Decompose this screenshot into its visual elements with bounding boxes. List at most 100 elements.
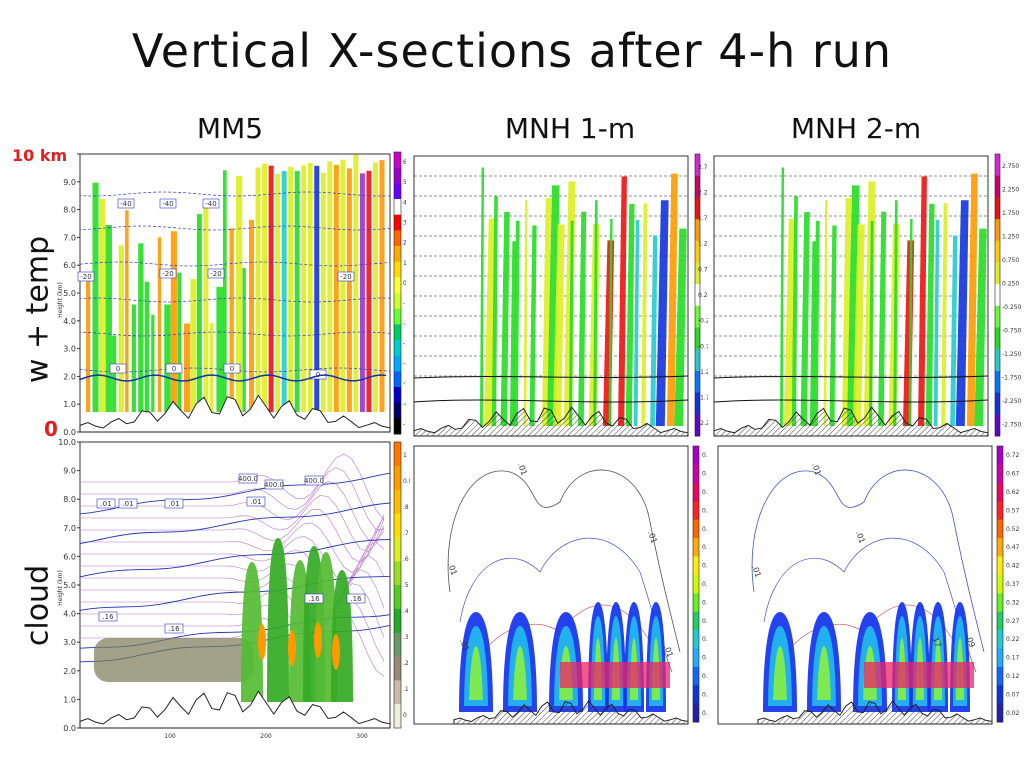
colorbar-segment (695, 240, 700, 263)
isotherm-solid-line (413, 375, 689, 379)
colorbar-segment (995, 175, 1000, 198)
colorbar-segment (695, 154, 700, 177)
colorbar-tick-label: 0.27 (702, 618, 708, 625)
colorbar-segment (695, 414, 700, 437)
w-contour-strip (307, 162, 313, 412)
colorbar-segment (997, 482, 1003, 502)
w-contour-strip (868, 220, 874, 426)
colorbar-tick-label: 0.07 (702, 691, 708, 698)
w-contour-strip (216, 286, 224, 412)
colorbar-segment (394, 261, 401, 278)
cloud-contour-label: .01 (810, 462, 823, 477)
colorbar-tick-label: .8 (403, 504, 409, 511)
colorbar-segment (997, 519, 1003, 539)
temp-label-box (109, 363, 127, 374)
w-contour-strip (294, 171, 300, 412)
colorbar-segment (394, 489, 401, 514)
w-contour-strip (222, 170, 227, 412)
w-contour-strip (144, 281, 150, 412)
w-contour-strip (131, 304, 136, 412)
colorbar-segment (394, 214, 401, 231)
colorbar-tick-label: -70 (403, 421, 406, 428)
w-contour-strip (196, 214, 202, 412)
cloud-core (332, 634, 340, 670)
colorbar-tick-label: 0.9 (403, 478, 410, 485)
colorbar-tick-label: 0.25 (698, 292, 708, 299)
y-tick-label: 9.0 (63, 178, 76, 187)
temp-contour-label: -40 (162, 200, 173, 208)
colorbar-segment (995, 154, 1000, 177)
cloud-contour-label: .01 (854, 530, 867, 545)
convective-tower (241, 562, 263, 702)
y-tick-label: 6.0 (63, 261, 76, 270)
cloud-contour-line (80, 509, 385, 563)
colorbar-segment (394, 293, 401, 310)
w-contour-strip (823, 200, 828, 426)
mnh2m-cloud-panel: .01 .01 .01 .09 .17 0.72 0.67 0.62 0.57 0.52 0.47 0… (717, 445, 1020, 725)
w-contour-strip (578, 211, 587, 426)
colorbar-segment (394, 680, 401, 705)
w-contour-strip (791, 196, 798, 426)
w-contour-strip (255, 167, 261, 412)
cloud-contour-line (79, 502, 391, 545)
x-tick-label: 100 (164, 733, 176, 740)
colorbar-segment (997, 556, 1003, 576)
colorbar-segment (695, 349, 700, 372)
colorbar-tick-label: 0 (403, 280, 406, 287)
colorbar-tick-label: .7 (403, 530, 409, 537)
colorbar-tick-label: 2.25 (698, 189, 708, 196)
cloud-contour-label: .16 (168, 625, 180, 633)
temp-label-box (337, 271, 355, 282)
w-contour-strip (552, 224, 565, 426)
colorbar-segment (695, 219, 700, 242)
colorbar-tick-label: 1.25 (698, 241, 708, 248)
w-contour-strip (917, 176, 927, 426)
colorbar-segment (693, 519, 699, 539)
colorbar-tick-label: 0.72 (1006, 452, 1020, 459)
isotherm-line (79, 191, 391, 197)
colorbar-tick-label: -0.25 (698, 318, 708, 325)
w-contour-strip (666, 173, 678, 426)
y-tick-label: 7.0 (63, 524, 76, 533)
height-bottom-label: 0 (44, 417, 58, 441)
cloud-core (314, 622, 322, 658)
colorbar-tick-label: 0.32 (1006, 599, 1020, 606)
colorbar-tick-label: 1.750 (1002, 210, 1019, 217)
temp-contour-label: 0 (230, 365, 234, 373)
y-tick-label: 4.0 (63, 317, 76, 326)
y-tick-label: 4.0 (63, 610, 76, 619)
colorbar-segment (394, 632, 401, 657)
isotherm-solid-line (713, 399, 989, 403)
w-contour-strip (529, 225, 537, 426)
temp-label-box (77, 271, 95, 282)
temp-label-box (159, 198, 177, 209)
colorbar-segment (995, 305, 1000, 329)
contour-label-box (304, 475, 324, 486)
y-tick-label: 1.0 (63, 400, 76, 409)
colorbar-tick-label: 20 (403, 240, 406, 247)
cloud-core (288, 630, 296, 666)
contour-label-box (118, 498, 138, 509)
cloud-core (513, 646, 527, 700)
colorbar-segment (693, 685, 699, 705)
colorbar-segment (693, 666, 699, 686)
w-contour-strip (327, 161, 333, 412)
colorbar-tick-label: -2.750 (1002, 421, 1022, 428)
terrain-profile (713, 406, 989, 437)
terrain-profile (413, 406, 689, 437)
colorbar-tick-label: .4 (403, 608, 409, 615)
colorbar-tick-label: 30 (403, 220, 406, 227)
row-label-cloud: cloud (20, 564, 56, 647)
cloud-contour-label: .01 (458, 638, 471, 653)
colorbar-segment (394, 340, 401, 357)
colorbar-tick-label: 0.52 (702, 526, 708, 533)
colorbar-tick-label: 10 (403, 260, 406, 267)
cloud-contour-label: 400.0 (304, 477, 324, 485)
colorbar-segment (394, 308, 401, 325)
colorbar-segment (997, 501, 1003, 521)
cloud-contour-label: .01 (122, 500, 133, 508)
w-contour-strip (353, 154, 359, 413)
colorbar-segment (997, 593, 1003, 613)
convective-tower (267, 538, 289, 702)
colorbar-segment (693, 538, 699, 557)
